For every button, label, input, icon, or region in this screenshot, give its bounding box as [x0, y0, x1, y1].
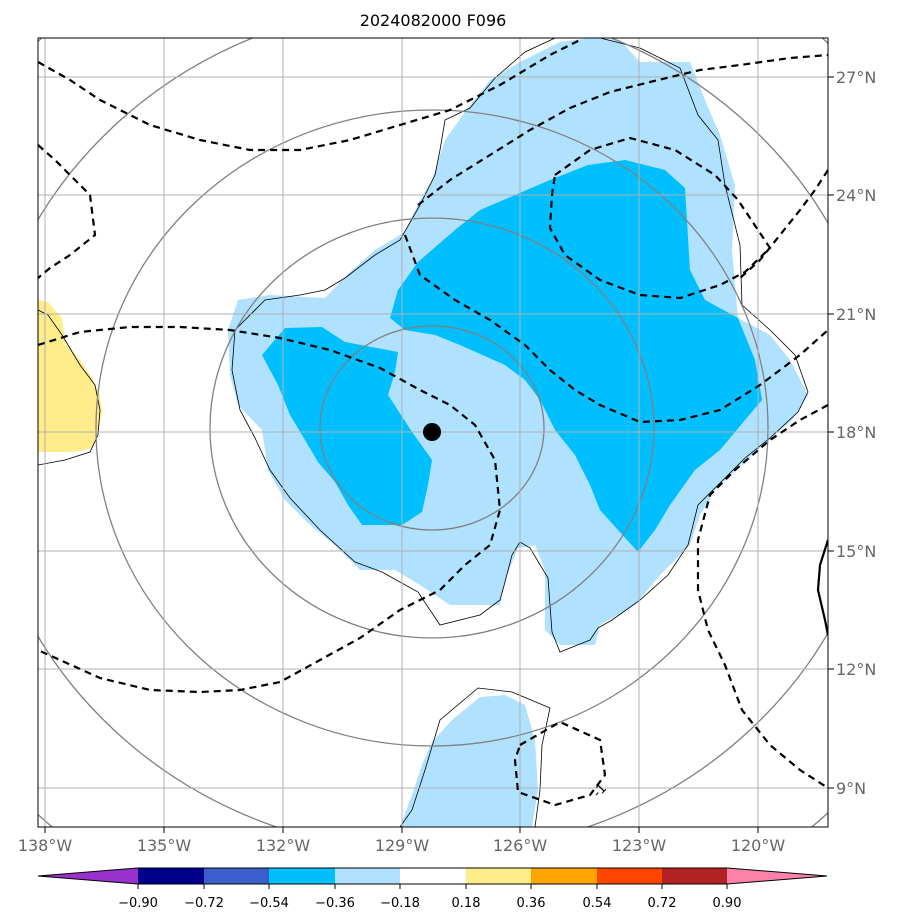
- positive-anomaly-region: [38, 300, 102, 452]
- colorbar: −0.90 −0.72 −0.54 −0.36 −0.18 0.18 0.36 …: [37, 867, 828, 911]
- lon-tick-label: 132°W: [256, 836, 311, 855]
- colorbar-segment: [204, 868, 269, 884]
- blue-region-east: [390, 160, 762, 552]
- lon-tick-label: 129°W: [375, 836, 430, 855]
- storm-center-marker: [423, 423, 441, 441]
- colorbar-segment: [400, 868, 466, 884]
- lat-tick-label: 21°N: [836, 305, 876, 324]
- lon-tick-labels: 138°W 135°W 132°W 129°W 126°W 123°W 120°…: [18, 836, 786, 855]
- colorbar-tick-label: 0.72: [648, 896, 677, 911]
- figure-title: 2024082000 F096: [360, 11, 507, 30]
- colorbar-tick-label: −0.72: [184, 896, 224, 911]
- lat-tick-label: 15°N: [836, 542, 876, 561]
- colorbar-tick-label: −0.54: [249, 896, 289, 911]
- dashed-contours: [38, 39, 828, 807]
- lat-tick-label: 9°N: [836, 779, 866, 798]
- colorbar-tick-label: 0.36: [517, 896, 546, 911]
- lon-tick-label: 126°W: [493, 836, 548, 855]
- thin-contour-south: [399, 687, 551, 827]
- gridlines: [38, 38, 828, 827]
- colorbar-tick-label: −0.18: [380, 896, 420, 911]
- colorbar-extend-high: [727, 868, 827, 884]
- lat-tick-label: 27°N: [836, 68, 876, 87]
- colorbar-extend-low: [38, 868, 138, 884]
- colorbar-tick-label: 0.90: [713, 896, 742, 911]
- colorbar-segment: [466, 868, 531, 884]
- colorbar-tick-label: 0.18: [452, 896, 481, 911]
- contour-label: -1: [590, 781, 610, 801]
- lon-tick-label: 120°W: [731, 836, 786, 855]
- colorbar-segment: [335, 868, 400, 884]
- light-blue-region-south: [400, 695, 538, 827]
- lat-tick-labels: 27°N 24°N 21°N 18°N 15°N 12°N 9°N: [836, 68, 876, 798]
- colorbar-tick-label: −0.90: [118, 896, 158, 911]
- lat-tick-label: 18°N: [836, 423, 876, 442]
- colorbar-segment: [269, 868, 335, 884]
- lat-tick-label: 24°N: [836, 186, 876, 205]
- lat-tick-label: 12°N: [836, 660, 876, 679]
- lon-tick-label: 138°W: [18, 836, 73, 855]
- blue-region-west: [262, 327, 432, 525]
- tick-marks: [44, 76, 834, 833]
- lon-tick-label: 123°W: [612, 836, 667, 855]
- lon-tick-label: 135°W: [137, 836, 192, 855]
- colorbar-tick-label: −0.36: [315, 896, 355, 911]
- thin-contour-main: [231, 38, 809, 653]
- colorbar-segment: [138, 868, 204, 884]
- colorbar-segment: [531, 868, 597, 884]
- solid-contour-right: [816, 539, 828, 636]
- colorbar-segment: [662, 868, 727, 884]
- colorbar-tick-label: 0.54: [583, 896, 612, 911]
- colorbar-segment: [597, 868, 662, 884]
